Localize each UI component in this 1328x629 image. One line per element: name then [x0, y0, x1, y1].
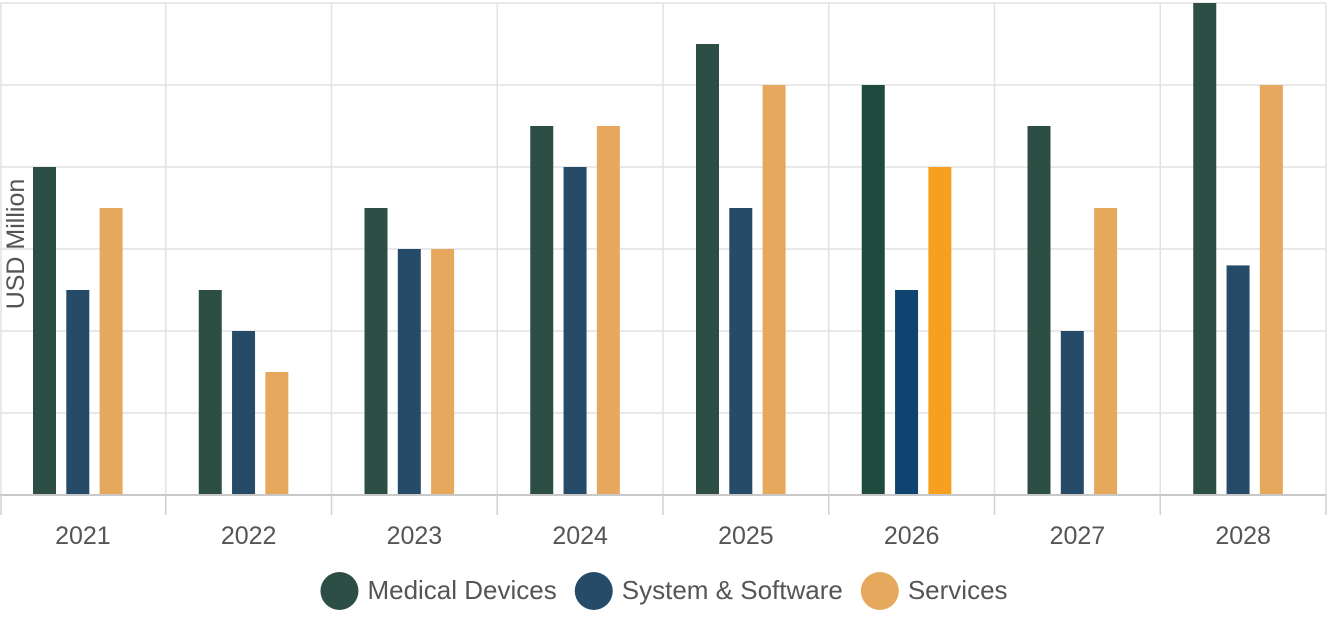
legend-swatch [320, 572, 359, 610]
bar-system-software-2023[interactable] [397, 249, 421, 495]
bars [33, 3, 1283, 495]
bar-medical-devices-2028[interactable] [1193, 3, 1217, 495]
bar-medical-devices-2027[interactable] [1027, 126, 1051, 495]
legend-label: System & Software [622, 575, 843, 605]
legend: Medical Devices System & Software Services [320, 572, 1008, 610]
legend-item[interactable]: Medical Devices [320, 572, 557, 610]
bar-services-2024[interactable] [596, 126, 620, 495]
legend-item[interactable]: System & Software [574, 572, 843, 610]
bar-medical-devices-2023[interactable] [364, 208, 388, 495]
bar-system-software-2026[interactable] [895, 290, 919, 495]
bar-medical-devices-2024[interactable] [530, 126, 554, 495]
bar-services-2026[interactable] [928, 167, 952, 495]
bar-system-software-2024[interactable] [563, 167, 587, 495]
x-tick-label: 2027 [1050, 522, 1106, 550]
grid [0, 2, 1327, 495]
bar-services-2028[interactable] [1259, 85, 1283, 495]
bar-services-2023[interactable] [431, 249, 455, 495]
x-tick-label: 2026 [884, 522, 940, 550]
bar-medical-devices-2026[interactable] [861, 85, 885, 495]
legend-swatch [860, 572, 899, 610]
bar-medical-devices-2025[interactable] [696, 44, 719, 495]
x-tick-label: 2023 [387, 522, 443, 550]
x-axis: 2021 2022 2023 2024 2025 2026 2027 2028 [0, 494, 1327, 550]
bar-services-2022[interactable] [265, 372, 289, 495]
bar-services-2025[interactable] [762, 85, 786, 495]
x-tick-label: 2024 [552, 522, 608, 550]
x-tick-label: 2022 [221, 522, 277, 550]
legend-label: Services [908, 575, 1008, 605]
bar-medical-devices-2021[interactable] [33, 167, 56, 495]
bar-system-software-2025[interactable] [729, 208, 753, 495]
legend-item[interactable]: Services [860, 572, 1008, 610]
legend-label: Medical Devices [367, 575, 556, 605]
x-tick-label: 2025 [718, 522, 774, 550]
bar-services-2021[interactable] [99, 208, 123, 495]
x-tick-label: 2028 [1215, 522, 1271, 550]
x-tick-label: 2021 [55, 522, 111, 550]
legend-swatch [574, 572, 613, 610]
bar-medical-devices-2022[interactable] [198, 290, 222, 495]
bar-services-2027[interactable] [1094, 208, 1118, 495]
y-axis-title: USD Million [2, 179, 30, 310]
bar-system-software-2028[interactable] [1226, 265, 1250, 495]
bar-system-software-2022[interactable] [232, 331, 256, 495]
bar-system-software-2027[interactable] [1060, 331, 1084, 495]
bar-system-software-2021[interactable] [66, 290, 90, 495]
